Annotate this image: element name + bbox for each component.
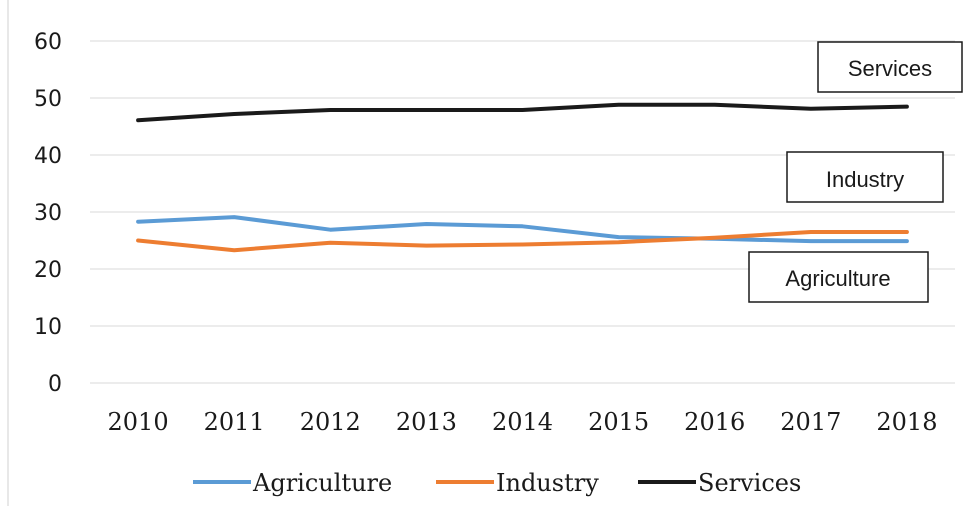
callout-services: Services (817, 41, 963, 93)
legend-label-agriculture: Agriculture (252, 469, 392, 497)
y-tick-label: 20 (34, 258, 62, 283)
y-tick-label: 40 (34, 144, 62, 169)
x-tick-label: 2011 (204, 408, 265, 436)
callout-industry: Industry (786, 151, 944, 203)
y-axis-ticks: 0 10 20 30 40 50 60 (34, 30, 62, 397)
x-tick-label: 2017 (780, 408, 841, 436)
legend: Agriculture Industry Services (193, 469, 801, 497)
callout-industry-label: Industry (826, 167, 904, 192)
series-line-industry (136, 230, 909, 253)
x-tick-label: 2016 (684, 408, 745, 436)
y-tick-label: 60 (34, 30, 62, 55)
y-tick-label: 50 (34, 87, 62, 112)
gridlines (90, 40, 955, 384)
legend-label-industry: Industry (496, 469, 599, 497)
y-tick-label: 10 (34, 315, 62, 340)
y-tick-label: 30 (34, 201, 62, 226)
callout-agriculture: Agriculture (748, 251, 929, 303)
legend-label-services: Services (698, 469, 801, 497)
x-axis-ticks: 2010 2011 2012 2013 2014 2015 2016 2017 2018 (108, 408, 938, 436)
x-tick-label: 2015 (588, 408, 649, 436)
callout-agriculture-label: Agriculture (785, 266, 890, 291)
x-tick-label: 2014 (492, 408, 553, 436)
x-tick-label: 2010 (108, 408, 169, 436)
x-tick-label: 2013 (396, 408, 457, 436)
series-line-agriculture (136, 215, 909, 244)
series-line-services (136, 102, 909, 123)
x-tick-label: 2012 (300, 408, 361, 436)
y-tick-label: 0 (48, 372, 62, 397)
callout-services-label: Services (848, 56, 932, 81)
x-tick-label: 2018 (876, 408, 937, 436)
series-lines (136, 102, 909, 253)
